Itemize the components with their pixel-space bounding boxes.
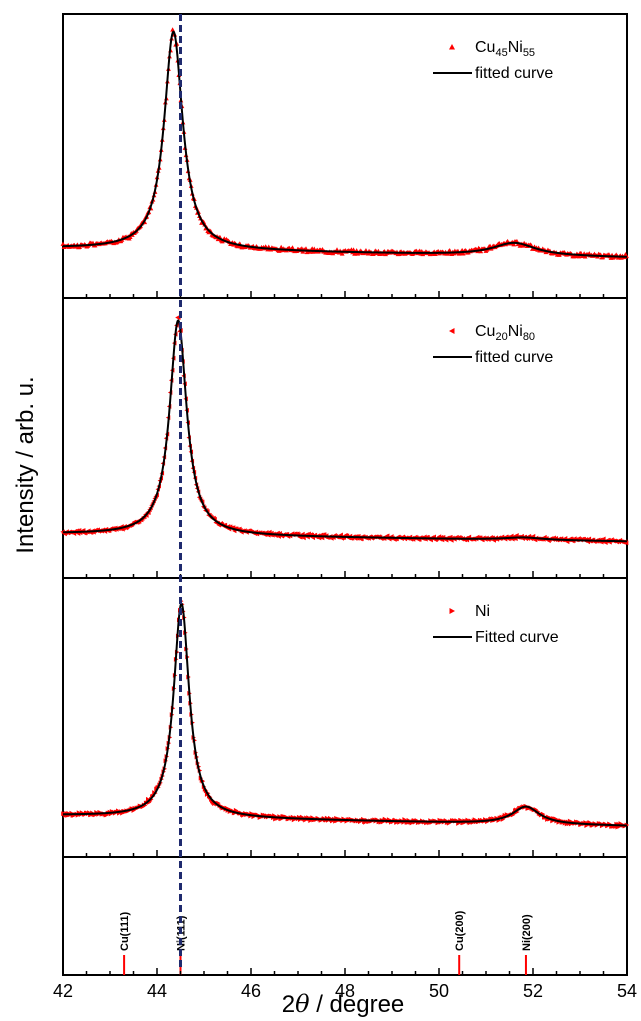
data-marker: [520, 243, 526, 248]
legend-subscript: 55: [523, 47, 535, 59]
reference-label: Ni(200): [521, 914, 533, 951]
legend-label: Cu45Ni55: [475, 39, 535, 59]
legend-text-part: Cu: [475, 39, 495, 56]
legend-text-part: Cu: [475, 323, 495, 340]
panel-frame: [62, 13, 628, 299]
x-tick-label: 46: [241, 981, 261, 1001]
reference-label: Cu(200): [454, 910, 466, 951]
legend-label: Ni: [475, 603, 490, 620]
data-marker: [623, 540, 629, 546]
data-marker: [511, 242, 517, 247]
legend-text-part: fitted curve: [475, 349, 553, 366]
legend-label: Fitted curve: [475, 629, 559, 646]
legend-subscript: 80: [523, 331, 535, 343]
data-marker: [573, 253, 579, 259]
data-marker: [290, 245, 295, 250]
legend-subscript: 45: [495, 47, 507, 59]
legend-text-part: fitted curve: [475, 65, 553, 82]
legend-text-part: Ni: [508, 39, 523, 56]
legend-label: fitted curve: [475, 65, 553, 82]
x-axis-title-theta: θ: [295, 990, 310, 1018]
reference-panel: Cu(111)Ni(111)Cu(200)Ni(200): [62, 856, 628, 976]
x-axis-title-two: 2: [282, 991, 295, 1018]
x-tick-label: 42: [53, 981, 73, 1001]
fitted-curve: [63, 602, 628, 827]
fitted-curve: [62, 30, 628, 258]
legend-label: fitted curve: [475, 349, 553, 366]
reference-label: Cu(111): [119, 912, 131, 951]
legend: Ni Fitted curve: [433, 603, 559, 646]
data-markers: [60, 27, 629, 260]
legend-text-part: Fitted curve: [475, 629, 559, 646]
x-tick-label: 52: [523, 981, 543, 1001]
y-axis-title: Intensity / arb. u.: [12, 376, 39, 553]
panel-cu45ni55: Cu45Ni55 fitted curve: [60, 13, 629, 299]
x-axis-title: 2θ / degree: [282, 990, 405, 1018]
x-tick-label: 44: [147, 981, 167, 1001]
x-axis-title-unit: / degree: [310, 991, 405, 1018]
reference-frame: [62, 856, 628, 976]
data-marker: [60, 241, 66, 246]
panel-cu20ni80: Cu20Ni80 fitted curve: [60, 297, 629, 579]
legend-text-part: Ni: [475, 603, 490, 620]
x-axis: 42 44 46 48 50 52 54: [53, 968, 637, 1001]
legend-label: Cu20Ni80: [475, 323, 535, 343]
x-tick-label: 54: [617, 981, 637, 1001]
data-marker: [170, 27, 176, 32]
legend: Cu20Ni80 fitted curve: [433, 323, 553, 366]
legend-marker-swatch: [449, 44, 455, 50]
legend-marker-swatch: [449, 328, 455, 334]
fitted-curve: [63, 319, 627, 543]
panel-ni: Ni Fitted curve: [61, 577, 630, 858]
legend: Cu45Ni55 fitted curve: [433, 39, 553, 82]
data-marker: [351, 247, 356, 252]
legend-marker-swatch: [449, 608, 455, 614]
legend-text-part: Ni: [508, 323, 523, 340]
x-tick-label: 48: [335, 981, 355, 1001]
x-tick-label: 50: [429, 981, 449, 1001]
legend-subscript: 20: [495, 331, 507, 343]
